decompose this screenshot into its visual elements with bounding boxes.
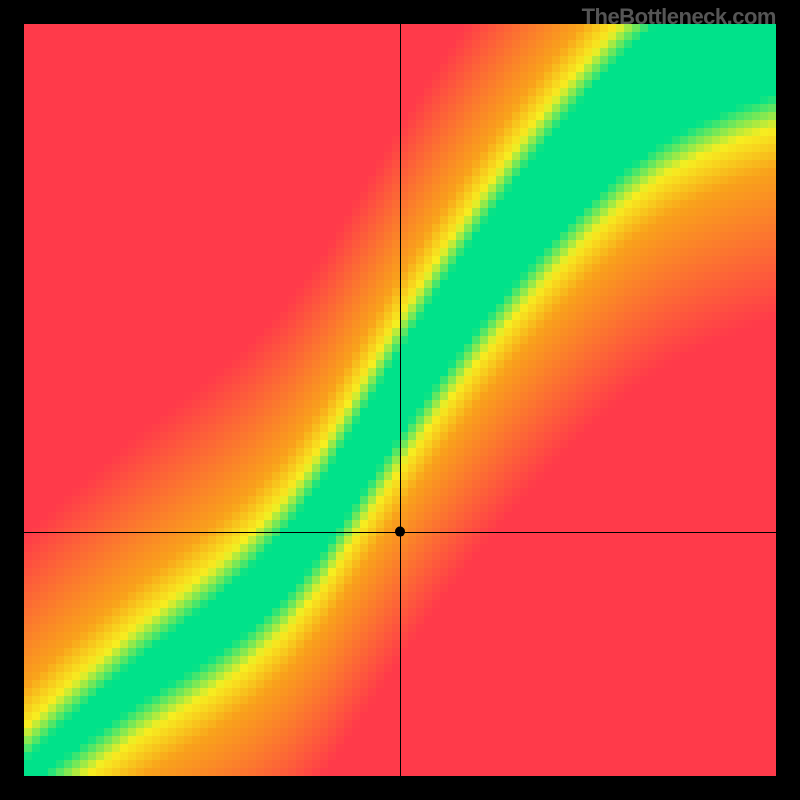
bottleneck-heatmap bbox=[0, 0, 800, 800]
chart-container: TheBottleneck.com bbox=[0, 0, 800, 800]
watermark-text: TheBottleneck.com bbox=[582, 4, 776, 30]
